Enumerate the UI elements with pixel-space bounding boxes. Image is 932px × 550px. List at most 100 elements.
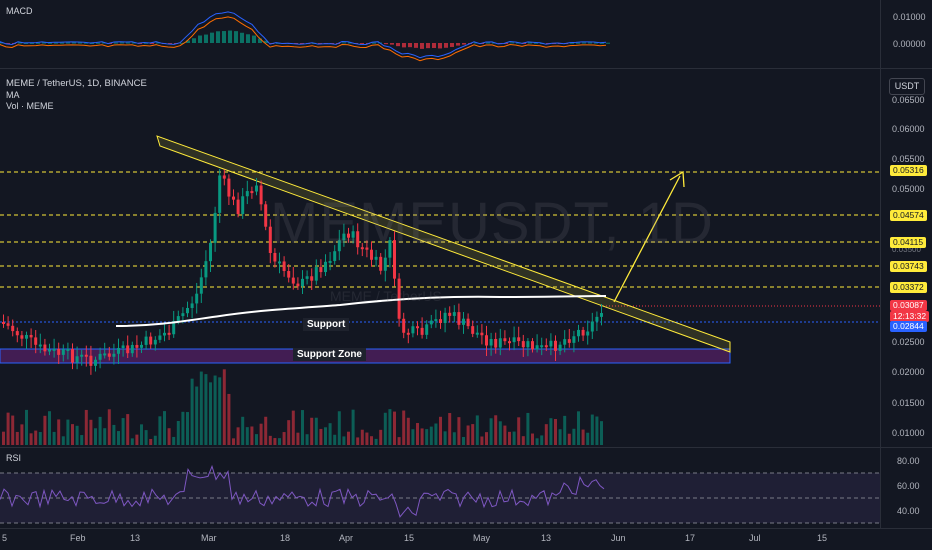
candle-body xyxy=(250,191,254,194)
time-axis-label: Mar xyxy=(201,533,217,543)
time-axis-label: 17 xyxy=(685,533,696,543)
support-level-tag[interactable]: 0.02844 xyxy=(890,321,927,332)
candle-body xyxy=(181,313,185,317)
rsi-title: RSI xyxy=(6,453,22,463)
macd-histogram-bar xyxy=(486,42,490,44)
candle-body xyxy=(268,226,272,253)
volume-bar xyxy=(402,410,406,445)
level-tag[interactable]: 0.03372 xyxy=(890,282,927,293)
macd-histogram-bar xyxy=(534,42,538,44)
currency-button[interactable]: USDT xyxy=(889,78,925,95)
volume-bar xyxy=(140,424,143,445)
level-tag[interactable]: 0.03743 xyxy=(890,261,927,272)
volume-bar xyxy=(250,426,254,445)
candle-body xyxy=(374,256,378,260)
macd-histogram-bar xyxy=(180,42,184,44)
volume-bar xyxy=(466,425,470,445)
macd-histogram-bar xyxy=(30,42,34,44)
volume-bar xyxy=(333,434,337,445)
volume-bar xyxy=(241,416,245,445)
level-tag[interactable]: 0.05316 xyxy=(890,165,927,176)
macd-histogram-bar xyxy=(264,40,268,43)
volume-bar xyxy=(29,433,33,445)
candle-body xyxy=(2,322,5,324)
candle-body xyxy=(365,247,369,250)
volume-legend[interactable]: Vol · MEME xyxy=(6,101,54,111)
macd-histogram-bar xyxy=(72,42,76,44)
candle-body xyxy=(383,257,387,271)
candle-body xyxy=(416,326,419,329)
bar-countdown-tag: 12:13:32 xyxy=(890,311,930,322)
volume-bar xyxy=(255,434,258,445)
level-tag[interactable]: 0.04115 xyxy=(890,237,927,248)
candle-body xyxy=(337,240,341,252)
candle-body xyxy=(471,326,475,334)
candle-body xyxy=(347,233,350,238)
macd-histogram-bar xyxy=(48,42,52,44)
macd-histogram-bar xyxy=(414,43,418,48)
volume-bar xyxy=(75,425,79,445)
macd-histogram-bar xyxy=(588,42,592,44)
support-label[interactable]: Support xyxy=(303,318,350,331)
candle-body xyxy=(213,212,217,243)
volume-bar xyxy=(443,431,447,445)
volume-bar xyxy=(356,437,360,445)
candle-body xyxy=(273,252,277,262)
volume-bar xyxy=(84,409,88,445)
candle-body xyxy=(521,341,525,348)
rsi-pane-divider[interactable] xyxy=(0,447,932,448)
macd-histogram-bar xyxy=(114,42,118,44)
volume-bar xyxy=(517,417,521,445)
macd-histogram-bar xyxy=(66,42,70,44)
symbol-legend[interactable]: MEME / TetherUS, 1D, BINANCE xyxy=(6,78,147,89)
candle-body xyxy=(512,337,516,343)
candle-body xyxy=(503,338,507,342)
volume-bar xyxy=(342,436,346,445)
macd-histogram-bar xyxy=(84,42,88,44)
volume-bar xyxy=(71,424,74,445)
macd-histogram-bar xyxy=(360,43,364,44)
candle-body xyxy=(586,331,590,336)
rsi-scale-tick: 40.00 xyxy=(897,506,920,516)
volume-bar xyxy=(351,409,355,445)
price-scale-tick: 0.02500 xyxy=(892,337,925,347)
candle-body xyxy=(11,325,15,332)
macd-histogram-bar xyxy=(438,43,442,49)
last-price-tag[interactable]: 0.03087 xyxy=(890,300,927,311)
macd-histogram-bar xyxy=(462,43,466,45)
candle-body xyxy=(199,277,203,294)
macd-histogram-bar xyxy=(522,43,526,44)
macd-histogram-bar xyxy=(426,43,430,49)
macd-pane-divider[interactable] xyxy=(0,68,932,69)
volume-bar xyxy=(388,409,392,445)
volume-bar xyxy=(434,423,438,445)
candle-body xyxy=(443,312,447,323)
candle-body xyxy=(25,334,28,339)
candle-body xyxy=(6,323,10,326)
volume-bar xyxy=(429,426,433,445)
ma-legend[interactable]: MA xyxy=(6,90,20,100)
macd-histogram-bar xyxy=(474,42,478,44)
symbol-watermark: MEMEUSDT, 1D xyxy=(270,191,714,256)
price-scale-border xyxy=(880,0,881,528)
volume-bar xyxy=(273,438,277,445)
volume-bar xyxy=(471,424,475,445)
volume-bar xyxy=(34,430,38,445)
projection-arrowhead xyxy=(669,170,685,188)
macd-histogram-bar xyxy=(102,42,106,44)
macd-histogram-bar xyxy=(582,42,586,44)
volume-bar xyxy=(107,409,111,445)
level-tag[interactable]: 0.04574 xyxy=(890,210,927,221)
volume-bar xyxy=(190,378,194,445)
volume-bar xyxy=(531,433,534,445)
volume-bar xyxy=(38,432,42,445)
macd-histogram-bar xyxy=(198,35,202,43)
candle-body xyxy=(209,242,212,262)
candle-body xyxy=(121,345,125,349)
volume-bar xyxy=(452,432,456,445)
support-zone-label[interactable]: Support Zone xyxy=(293,348,366,361)
macd-histogram-bar xyxy=(78,42,82,44)
candle-body xyxy=(498,338,502,348)
volume-bar xyxy=(370,436,373,445)
